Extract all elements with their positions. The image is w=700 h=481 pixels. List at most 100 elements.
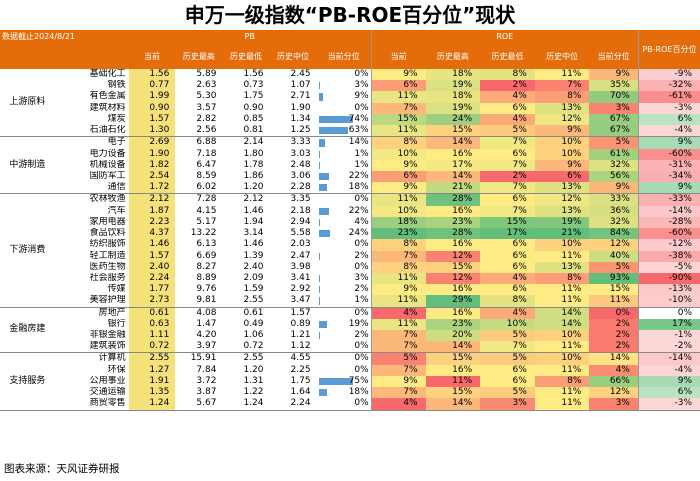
table-row: 传媒 1.77 9.76 1.59 2.92 2% 9% 16% 6% 11% 15% -13% xyxy=(0,284,700,296)
pb-percentile-cell: 2% xyxy=(316,284,372,296)
roe-high-cell: 16% xyxy=(425,364,481,376)
pb-roe-percentile-cell: -14% xyxy=(638,205,700,217)
pb-percentile-cell: 0% xyxy=(316,398,372,411)
pb-percentile-value: 2% xyxy=(354,284,369,295)
pb-high-cell: 15.91 xyxy=(190,353,217,364)
table-row: 社会服务 2.24 8.89 2.09 3.41 3% 11% 12% 4% 8% 93% -90% xyxy=(0,272,700,285)
pb-low-cell: 2.55 xyxy=(222,295,270,308)
roe-median-cell: 6% xyxy=(534,170,590,183)
roe-current-cell: 15% xyxy=(371,113,426,126)
pb-high-cell: 9.81 xyxy=(175,295,223,308)
pb-median-cell: 1.64 xyxy=(290,387,311,398)
pb-percentile-cell: 2% xyxy=(316,330,372,342)
pb-low-cell: 2.40 xyxy=(243,261,264,272)
roe-percentile-cell: 70% xyxy=(589,91,639,103)
roe-low-cell: 7% xyxy=(480,136,535,149)
pb-roe-percentile-cell: -60% xyxy=(638,148,700,160)
pb-percentile-value: 1% xyxy=(354,148,369,159)
roe-high-cell: 11% xyxy=(425,375,481,388)
roe-percentile-cell: 2% xyxy=(589,330,639,342)
industry-label: 有色金属 xyxy=(89,91,126,102)
date-label: 数据截止2024/8/21 xyxy=(0,30,129,43)
table-row: 国防军工 2.54 8.59 1.86 3.06 22% 6% 14% 2% 6% 56% -34% xyxy=(0,170,700,183)
pb-percentile-value: 18% xyxy=(348,182,369,193)
pb-low-cell: 0.85 xyxy=(243,113,264,124)
pb-percentile-cell: 22% xyxy=(316,170,372,183)
pb-roe-percentile-cell: -60% xyxy=(638,228,700,240)
pb-low-cell: 1.56 xyxy=(243,69,264,79)
pb-percentile-cell: 9% xyxy=(316,91,372,103)
pb-high-cell: 5.67 xyxy=(175,398,223,411)
pb-percentile-cell: 0% xyxy=(316,352,372,365)
pb-roe-percentile-cell: -1% xyxy=(638,330,700,342)
roe-high-cell: 14% xyxy=(425,136,481,149)
pb-current-cell: 1.11 xyxy=(128,330,176,342)
pb-roe-table: 数据截止2024/8/21 PB ROE PB-ROE百分位 当前 历史最高 历… xyxy=(0,30,700,411)
pb-median-cell: 2.28 xyxy=(269,182,317,195)
pb-low-cell: 3.14 xyxy=(243,228,264,239)
table-row: 轻工制造 1.57 6.69 1.39 2.47 2% 7% 12% 6% 11% 40% -38% xyxy=(0,250,700,262)
pb-low-cell: 0.61 xyxy=(243,307,264,318)
pb-high-cell: 4.15 xyxy=(196,205,217,216)
pb-percentile-bar xyxy=(318,377,354,386)
pb-roe-header: PB-ROE百分位 xyxy=(638,30,700,69)
roe-current-cell: 7% xyxy=(371,250,426,262)
roe-low-cell: 15% xyxy=(480,216,535,229)
pb-percentile-cell: 14% xyxy=(316,136,372,149)
pb-percentile-bar xyxy=(318,274,320,283)
roe-high-cell: 24% xyxy=(425,113,481,126)
pb-percentile-cell: 3% xyxy=(316,272,372,285)
pb-low-cell: 1.20 xyxy=(243,364,264,375)
pb-percentile-value: 2% xyxy=(354,330,369,341)
industry-label: 机械设备 xyxy=(89,159,126,170)
roe-percentile-cell: 2% xyxy=(589,341,639,354)
roe-median-cell: 8% xyxy=(534,375,590,388)
pb-high-cell: 6.69 xyxy=(196,250,217,261)
roe-current-cell: 9% xyxy=(371,284,426,296)
pb-sub-percentile: 当前分位 xyxy=(316,43,372,69)
pb-percentile-cell: 1% xyxy=(316,159,372,171)
pb-current-cell: 2.23 xyxy=(128,216,176,229)
roe-current-cell: 6% xyxy=(371,80,426,92)
table-row: 电力设备 1.90 7.18 1.80 3.03 1% 10% 16% 6% 10% 61% -60% xyxy=(0,148,700,160)
group-label: 支持服务 xyxy=(0,352,55,411)
pb-percentile-cell: 4% xyxy=(316,216,372,229)
group-label: 上游原料 xyxy=(0,69,55,138)
table-row: 有色金属 1.99 5.30 1.75 2.71 9% 11% 18% 4% 8% 70% -61% xyxy=(0,91,700,103)
pb-percentile-cell: 0% xyxy=(316,341,372,354)
roe-percentile-cell: 5% xyxy=(589,261,639,273)
industry-label: 房地产 xyxy=(98,307,126,318)
roe-percentile-cell: 5% xyxy=(589,136,639,149)
roe-median-cell: 11% xyxy=(534,284,590,296)
roe-median-cell: 8% xyxy=(534,272,590,285)
pb-percentile-value: 0% xyxy=(354,102,369,113)
roe-sub-high: 历史最高 xyxy=(425,43,481,69)
roe-low-cell: 5% xyxy=(480,352,535,365)
roe-low-cell: 6% xyxy=(480,148,535,160)
roe-high-cell: 14% xyxy=(425,170,481,183)
roe-median-cell: 11% xyxy=(534,364,590,376)
pb-percentile-cell: 2% xyxy=(316,250,372,262)
pb-roe-percentile-cell: -31% xyxy=(638,159,700,171)
roe-low-cell: 6% xyxy=(480,375,535,388)
roe-median-cell: 21% xyxy=(534,228,590,240)
roe-low-cell: 10% xyxy=(480,318,535,331)
table-row: 纺织服饰 1.46 6.13 1.46 2.03 0% 8% 16% 6% 10% 12% -12% xyxy=(0,239,700,251)
pb-sub-low: 历史最低 xyxy=(222,43,270,69)
pb-high-cell: 6.88 xyxy=(196,137,217,148)
pb-percentile-cell: 18% xyxy=(316,387,372,399)
pb-percentile-bar xyxy=(318,320,328,329)
roe-median-cell: 13% xyxy=(534,182,590,195)
pb-roe-percentile-cell: -13% xyxy=(638,284,700,296)
pb-percentile-value: 0% xyxy=(354,398,369,409)
roe-high-cell: 14% xyxy=(425,398,481,411)
roe-current-cell: 9% xyxy=(371,159,426,171)
pb-current-cell: 2.54 xyxy=(128,170,176,183)
roe-median-cell: 11% xyxy=(534,295,590,308)
pb-percentile-cell: 18% xyxy=(316,182,372,195)
roe-percentile-cell: 40% xyxy=(589,250,639,262)
roe-current-cell: 11% xyxy=(371,272,426,285)
pb-percentile-value: 0% xyxy=(354,364,369,375)
roe-current-cell: 11% xyxy=(371,295,426,308)
roe-current-cell: 9% xyxy=(371,375,426,388)
